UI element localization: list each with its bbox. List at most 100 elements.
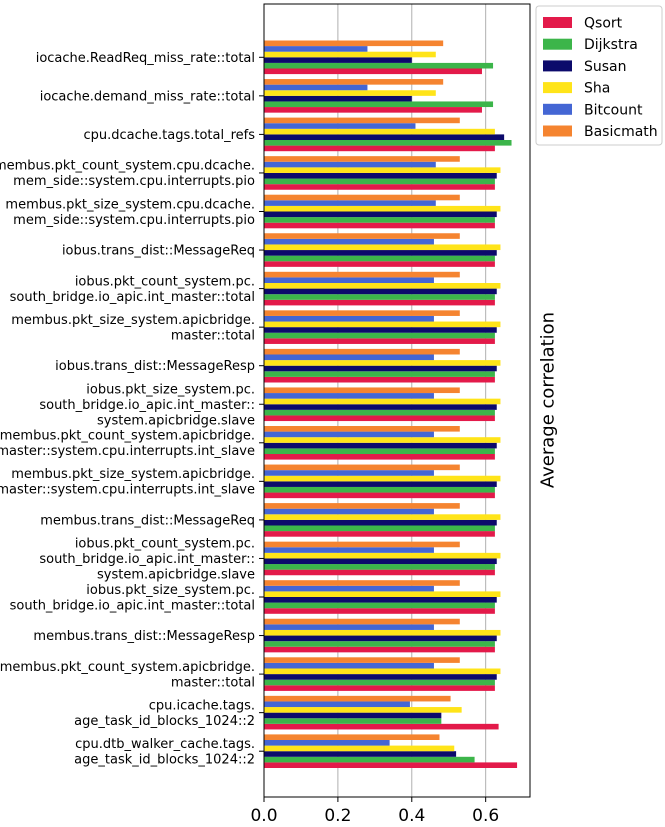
bar-sha [264,668,501,675]
bar-sha [264,128,495,135]
y-tick-label: iocache.ReadReq_miss_rate::total [36,51,255,66]
bar-dijkstra [264,756,475,763]
legend-label: Qsort [584,16,623,32]
bar-bitcount [264,84,368,91]
bar-bitcount [264,161,436,168]
bar-sha [264,629,501,636]
bar-dijkstra [264,448,495,454]
y-tick-label: iocache.demand_miss_rate::total [40,89,255,104]
y-tick-label: south_bridge.io_apic.int_master::total [10,290,255,305]
bar-susan [264,751,457,757]
bar-bitcount [264,470,434,476]
bar-susan [264,635,497,642]
bar-bitcount [264,431,434,438]
bar-susan [264,134,505,140]
bar-qsort [264,531,495,537]
bar-sha [264,475,501,482]
bar-bitcount [264,624,434,630]
bar-qsort [264,685,495,691]
bar-sha [264,321,501,328]
bar-qsort [264,762,518,768]
bar-dijkstra [264,679,495,686]
y-tick-label: membus.trans_dist::MessageResp [33,629,255,644]
y-tick-label: iobus.pkt_size_system.pc. [86,382,255,397]
bar-susan [264,288,497,295]
y-tick-label: system.apicbridge.slave [97,567,255,582]
y-tick-label: age_task_id_blocks_1024::2 [74,714,255,729]
bar-qsort [264,68,482,75]
y-tick-label: iobus.pkt_size_system.pc. [86,583,255,598]
legend-label: Bitcount [584,102,643,118]
legend-swatch [543,125,572,137]
bar-dijkstra [264,564,495,570]
y-tick-label: cpu.dcache.tags.total_refs [83,128,255,143]
bar-dijkstra [264,101,494,108]
bar-basicmath [264,271,460,278]
bar-susan [264,250,497,256]
legend-label: Susan [584,59,627,75]
bar-susan [264,597,497,603]
legend-swatch [543,38,572,50]
y-tick-label: system.apicbridge.slave [97,413,255,428]
bar-sha [264,283,501,289]
bar-qsort [264,569,495,576]
y-tick-label: master::system.cpu.interrupts.int_slave [0,483,255,498]
bar-basicmath [264,503,460,509]
bar-sha [264,205,501,212]
bar-dijkstra [264,409,495,416]
bar-susan [264,57,412,63]
y-tick-label: membus.pkt_size_system.apicbridge. [11,467,255,482]
bar-susan [264,674,497,680]
bar-bitcount [264,508,434,515]
bar-dijkstra [264,294,495,300]
bar-basicmath [264,580,460,586]
x-tick-label: 0.2 [324,806,351,826]
y-tick-label: membus.trans_dist::MessageReq [40,513,255,528]
y-tick-label: south_bridge.io_apic.int_master::total [10,598,255,613]
bar-susan [264,95,412,102]
bar-susan [264,172,497,179]
bar-basicmath [264,117,460,124]
bar-bitcount [264,123,416,129]
y-tick-label: south_bridge.io_apic.int_master:: [39,398,255,413]
y-tick-label: mem_side::system.cpu.interrupts.pio [13,213,255,228]
bar-qsort [264,376,495,383]
bar-basicmath [264,348,460,355]
legend-swatch [543,103,572,115]
bar-basicmath [264,734,440,740]
bar-sha [264,90,436,96]
bar-bitcount [264,393,434,399]
bar-basicmath [264,40,444,47]
bar-susan [264,327,497,333]
bar-basicmath [264,233,460,239]
bar-qsort [264,184,495,190]
bar-susan [264,404,497,410]
bar-qsort [264,415,495,422]
y-tick-label: iobus.trans_dist::MessageResp [55,359,255,374]
legend-label: Basicmath [584,124,658,140]
bar-bitcount [264,46,368,52]
bar-basicmath [264,156,460,162]
bar-bitcount [264,277,434,283]
y-tick-label: south_bridge.io_apic.int_master:: [39,552,255,567]
bar-susan [264,365,497,372]
bar-dijkstra [264,62,494,69]
bar-basicmath [264,310,460,316]
bar-qsort [264,454,495,460]
bar-susan [264,481,497,487]
legend-swatch [543,60,572,72]
bar-sha [264,51,436,58]
bar-susan [264,558,497,565]
legend-swatch [543,17,572,28]
y-tick-label: membus.pkt_size_system.apicbridge. [11,313,255,328]
bar-susan [264,519,497,526]
bar-basicmath [264,387,460,394]
bar-dijkstra [264,525,495,532]
bar-dijkstra [264,332,495,339]
y-tick-label: membus.pkt_size_system.cpu.dcache. [5,197,255,212]
bar-sha [264,244,501,251]
bar-susan [264,712,442,719]
bar-sha [264,360,501,366]
bar-dijkstra [264,217,495,223]
